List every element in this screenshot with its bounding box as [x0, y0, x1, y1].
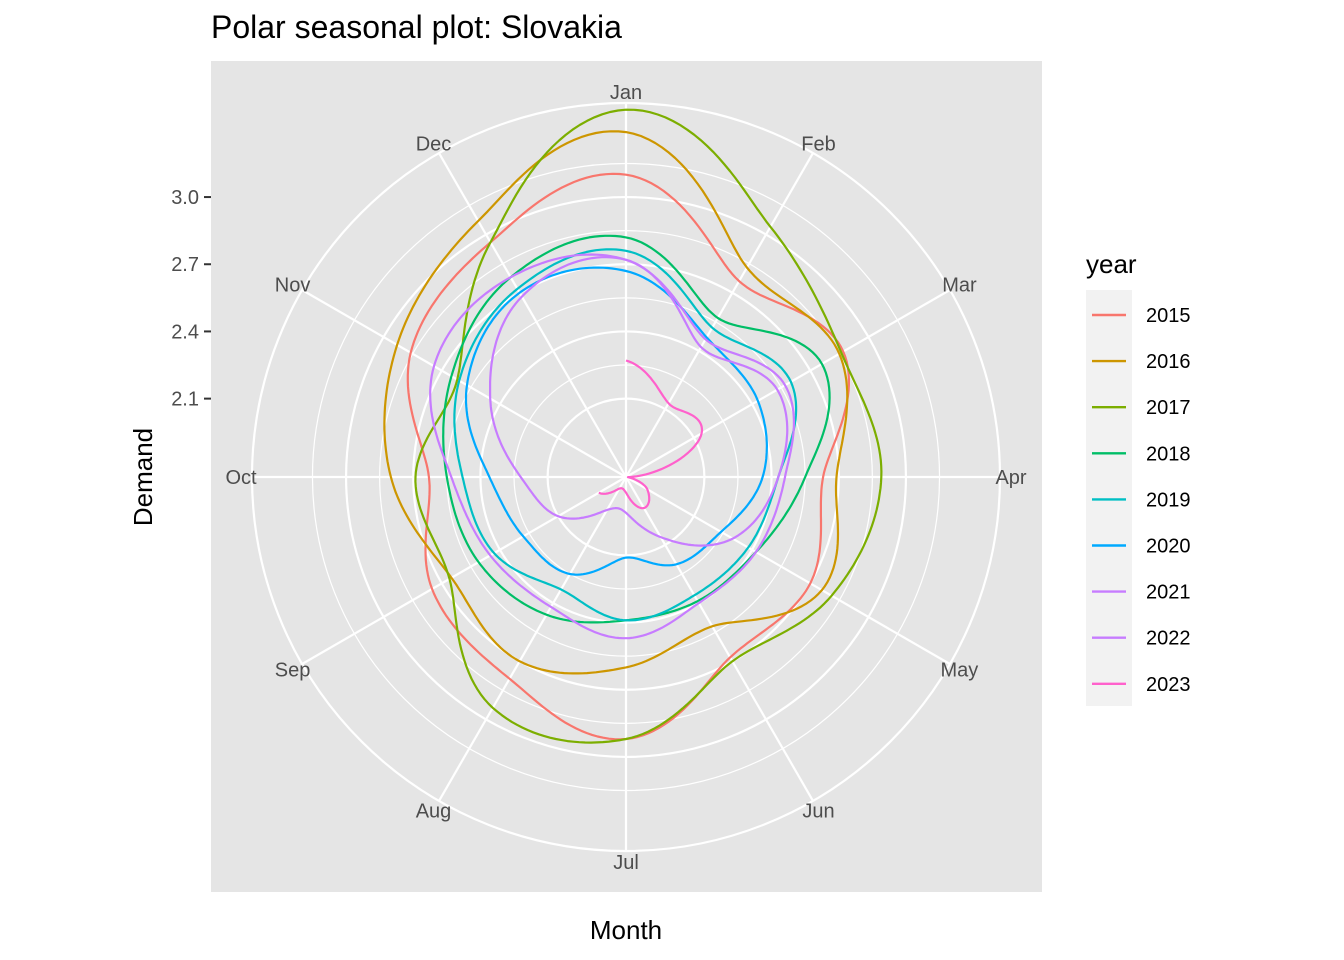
grid-spoke — [625, 476, 814, 802]
grid-spoke — [625, 476, 951, 665]
series-line-2019 — [453, 248, 798, 622]
y-tick-label: 2.4 — [171, 321, 199, 343]
x-axis-title: Month — [590, 915, 662, 945]
month-label-may: May — [941, 660, 979, 682]
legend-label-2015: 2015 — [1146, 305, 1191, 327]
legend-label-2017: 2017 — [1146, 397, 1191, 419]
series-line-2016 — [383, 130, 849, 675]
series-line-2017 — [414, 108, 883, 744]
grid-spoke — [625, 289, 951, 478]
series-line-2021 — [429, 253, 795, 640]
month-label-jun: Jun — [802, 800, 834, 822]
month-labels: Jan Feb Mar Apr May Jun Jul Aug Sep Oct Nov Dec — [225, 82, 1026, 874]
legend-label-2021: 2021 — [1146, 582, 1191, 604]
month-label-sep: Sep — [275, 660, 311, 682]
grid-spoke — [438, 152, 627, 478]
y-axis-title: Demand — [128, 428, 158, 526]
legend: year 2015 2016 2017 2018 2019 2020 2021 2022 202… — [1086, 249, 1191, 706]
legend-label-2016: 2016 — [1146, 351, 1191, 373]
radial-axis: 2.1 2.4 2.7 3.0 — [171, 187, 211, 411]
y-tick-label: 3.0 — [171, 187, 199, 209]
grid-spoke — [438, 476, 627, 802]
grid-spoke — [625, 152, 814, 478]
month-label-nov: Nov — [275, 275, 311, 297]
month-label-feb: Feb — [801, 134, 835, 156]
series-line-2022 — [489, 256, 789, 547]
y-tick-label: 2.1 — [171, 389, 199, 411]
legend-label-2020: 2020 — [1146, 536, 1191, 558]
month-label-jan: Jan — [610, 82, 642, 104]
polar-grid — [250, 101, 1002, 853]
grid-spoke — [301, 289, 627, 478]
month-label-apr: Apr — [995, 467, 1026, 489]
y-tick-label: 2.7 — [171, 254, 199, 276]
month-label-aug: Aug — [416, 800, 452, 822]
legend-title: year — [1086, 249, 1137, 279]
legend-label-2019: 2019 — [1146, 489, 1191, 511]
month-label-jul: Jul — [613, 852, 639, 874]
legend-label-2018: 2018 — [1146, 443, 1191, 465]
legend-label-2022: 2022 — [1146, 628, 1191, 650]
legend-key-background — [1086, 290, 1132, 706]
series-lines — [383, 108, 883, 744]
legend-label-2023: 2023 — [1146, 674, 1191, 696]
month-label-oct: Oct — [225, 467, 257, 489]
series-line-2020 — [464, 266, 768, 576]
series-line-2023 — [598, 359, 704, 510]
legend-items: 2015 2016 2017 2018 2019 2020 2021 2022 2023 — [1092, 305, 1191, 696]
month-label-dec: Dec — [416, 134, 452, 156]
month-label-mar: Mar — [942, 275, 977, 297]
grid-spoke — [301, 476, 627, 665]
chart-title: Polar seasonal plot: Slovakia — [211, 9, 622, 45]
